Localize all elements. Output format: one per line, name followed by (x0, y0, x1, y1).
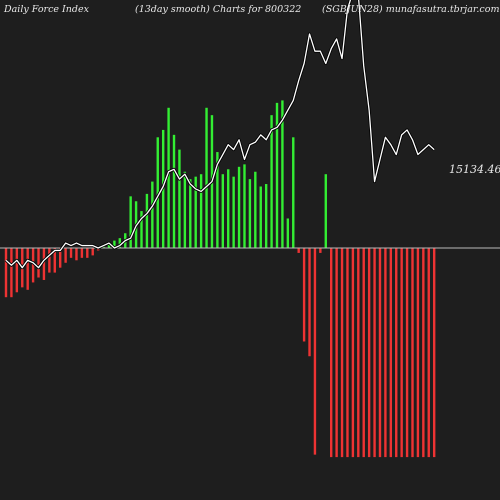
force-bar (292, 137, 295, 248)
force-bar (80, 248, 84, 258)
force-bar (113, 240, 116, 248)
force-bar (205, 107, 208, 248)
force-bar (167, 107, 170, 248)
force-bar (69, 248, 73, 258)
force-bar (308, 248, 311, 357)
force-bar (330, 248, 333, 458)
force-bar (324, 174, 327, 248)
force-bar (259, 186, 262, 248)
force-bar (86, 248, 89, 258)
force-bar (351, 248, 355, 458)
force-bar (75, 248, 78, 261)
force-bar (140, 211, 143, 248)
force-bar (15, 248, 19, 293)
force-bar (48, 248, 51, 273)
force-bar (59, 248, 62, 268)
force-bar (411, 248, 414, 458)
force-bar (427, 248, 430, 458)
force-bar (227, 169, 230, 248)
force-bar (357, 248, 360, 458)
force-bar (389, 248, 393, 458)
force-bar (286, 218, 290, 248)
force-bar (275, 102, 279, 248)
force-bar (270, 115, 273, 248)
force-bar (335, 248, 338, 458)
line-layer (4, 0, 436, 270)
force-bar (362, 248, 365, 458)
force-bar (31, 248, 35, 283)
header-left: Daily Force Index (3, 4, 90, 15)
force-bar (346, 248, 349, 458)
bars-layer (4, 100, 436, 458)
force-bar (151, 181, 154, 248)
force-bar (37, 248, 40, 278)
force-bar (237, 166, 241, 248)
force-bar (243, 164, 246, 248)
force-bar (313, 248, 317, 455)
force-bar (189, 179, 192, 248)
force-bar (416, 248, 420, 458)
force-bar (216, 152, 219, 248)
force-bar (264, 184, 268, 248)
force-bar (248, 179, 252, 248)
force-bar (199, 174, 203, 248)
force-bar (26, 248, 29, 290)
force-bar (232, 176, 235, 248)
force-bar (53, 248, 56, 273)
force-bar (129, 196, 132, 248)
force-bar (145, 193, 149, 248)
force-bar (367, 248, 371, 458)
force-bar (107, 243, 111, 248)
force-bar (4, 248, 8, 298)
force-bar (91, 248, 94, 256)
force-bar (64, 248, 67, 263)
force-bar (302, 248, 306, 342)
force-bar (172, 134, 176, 248)
force-bar (281, 100, 284, 249)
force-bar (183, 171, 187, 248)
header-center: (13day smooth) Charts for 800322 (135, 4, 301, 15)
force-bar (378, 248, 382, 458)
smooth-force-line (5, 0, 435, 269)
force-bar (221, 174, 224, 248)
force-bar (194, 176, 197, 248)
force-bar (319, 248, 322, 253)
force-bar (178, 149, 181, 248)
last-value-label: 15134.46 (449, 163, 500, 176)
force-bar (297, 248, 300, 253)
force-bar (422, 248, 425, 458)
force-bar (42, 248, 46, 280)
force-bar (373, 248, 376, 458)
force-bar (432, 248, 436, 458)
force-bar (156, 137, 159, 248)
force-bar (405, 248, 409, 458)
force-bar (384, 248, 387, 458)
force-bar (400, 248, 403, 458)
force-bar (395, 248, 398, 458)
header-right: (SGBJUN28) munafasutra.tbrjar.com (322, 4, 499, 15)
force-bar (340, 248, 344, 458)
force-bar (254, 171, 257, 248)
force-bar (118, 238, 122, 248)
force-bar (10, 248, 13, 298)
